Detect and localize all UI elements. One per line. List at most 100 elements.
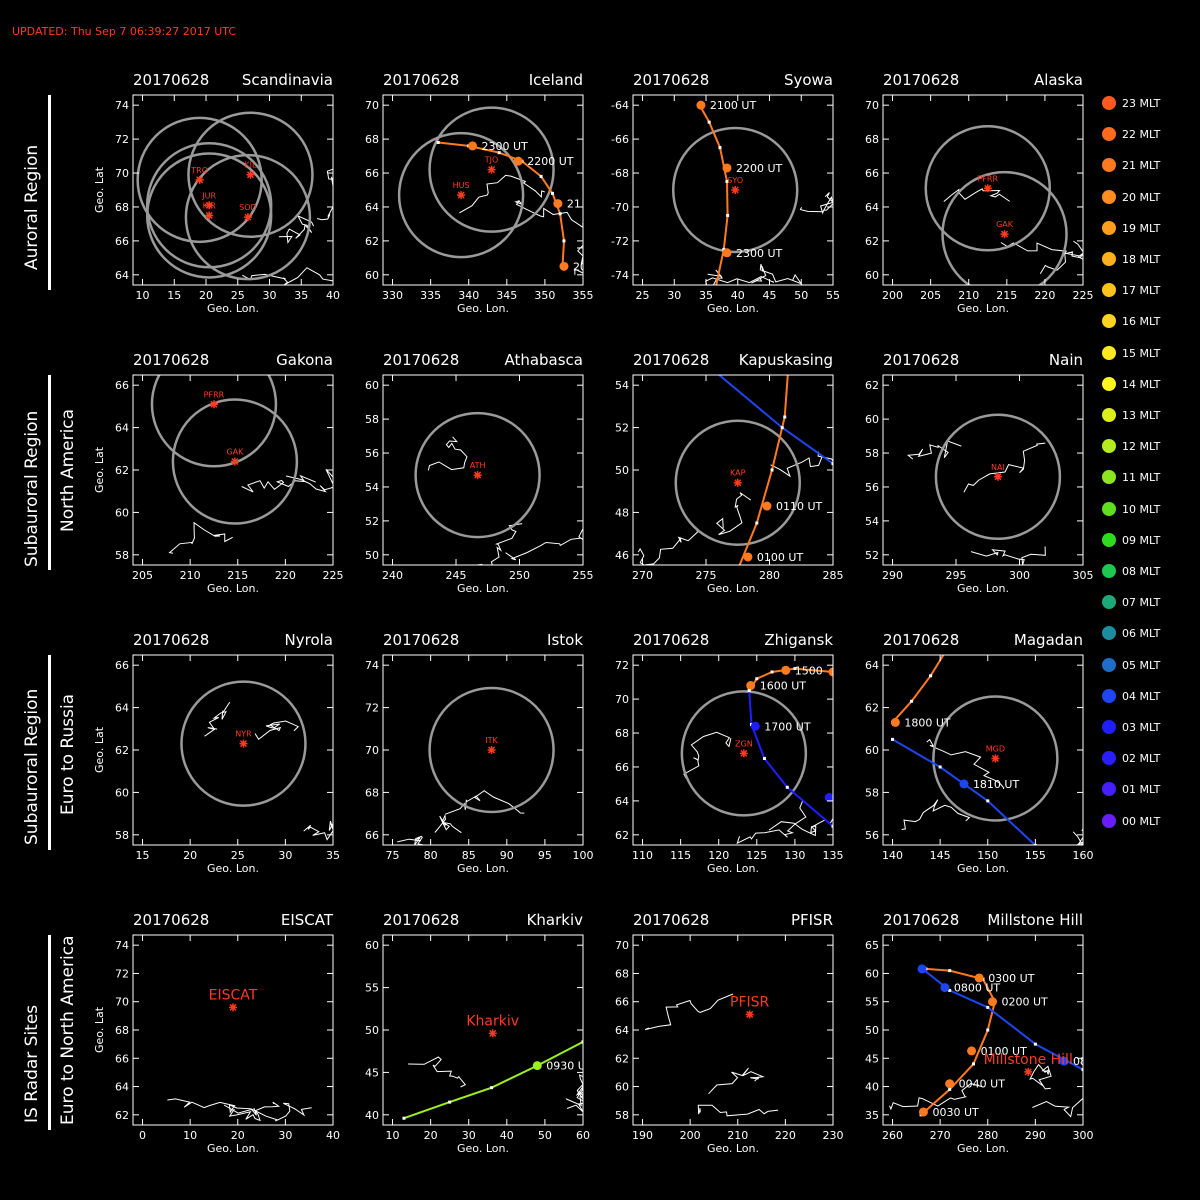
y-tick-label: 66	[365, 167, 379, 180]
track-tick	[831, 824, 833, 828]
coastline	[770, 451, 833, 478]
y-tick-label: 60	[865, 744, 879, 757]
track-marker	[532, 1061, 542, 1071]
track-time-label: 202	[573, 260, 594, 273]
x-tick-label: 40	[500, 1129, 514, 1142]
coastline	[963, 442, 1046, 493]
coastline	[926, 738, 1005, 790]
site-label: PFISR	[730, 994, 770, 1010]
panel-site-name: Gakona	[276, 351, 333, 369]
track-marker	[967, 1046, 977, 1056]
legend-color-dot	[1102, 189, 1116, 204]
panel-plot-area: ATH	[414, 411, 583, 565]
x-tick-label: 345	[496, 289, 517, 302]
panel-plot-area: NYR	[180, 680, 333, 841]
track-time-label: 2200 UT	[736, 162, 783, 175]
y-axis-title: Geo. Lat	[93, 446, 106, 493]
y-tick-label: 66	[865, 167, 879, 180]
x-tick-label: 205	[132, 569, 153, 582]
x-axis-title: Geo. Lon.	[957, 862, 1009, 875]
x-tick-label: 35	[699, 289, 713, 302]
panel-site-name: Syowa	[784, 71, 833, 89]
x-tick-label: 35	[294, 289, 308, 302]
x-tick-label: 95	[538, 849, 552, 862]
coastline	[476, 523, 523, 565]
y-tick-label: 68	[115, 1024, 129, 1037]
x-tick-label: 225	[1073, 289, 1094, 302]
panel-frame	[882, 94, 1084, 286]
x-tick-label: 50	[538, 1129, 552, 1142]
legend-label: 13 MLT	[1122, 409, 1161, 422]
coastline	[644, 993, 734, 1031]
site-marker	[739, 749, 748, 758]
legend-label: 16 MLT	[1122, 315, 1161, 329]
site-label: MGD	[986, 744, 1005, 753]
y-tick-label: 70	[615, 939, 629, 952]
legend-color-dot	[1102, 439, 1116, 454]
track-marker	[917, 964, 927, 974]
panel-frame	[882, 654, 1084, 846]
x-tick-label: 20	[199, 289, 213, 302]
y-tick-label: 70	[865, 99, 879, 112]
panel-frame	[632, 654, 834, 846]
legend-color-dot	[1102, 751, 1116, 766]
panel-date: 20170628	[633, 71, 709, 89]
x-tick-label: 30	[462, 1129, 476, 1142]
x-axis-title: Geo. Lon.	[457, 1142, 509, 1155]
site-marker	[1000, 230, 1009, 239]
y-tick-label: 64	[115, 269, 129, 282]
coastline	[943, 188, 1010, 202]
coastline	[637, 524, 699, 565]
track-marker	[553, 199, 563, 209]
x-tick-label: 145	[930, 849, 951, 862]
panel-date: 20170628	[133, 71, 209, 89]
y-tick-label: 64	[365, 201, 379, 214]
satellite-track	[403, 1041, 583, 1120]
track-tick	[780, 426, 784, 430]
track-time-label: 1810 UT	[973, 778, 1020, 791]
legend-color-dot	[1102, 220, 1116, 235]
track-tick	[891, 737, 895, 741]
coastline	[889, 1083, 984, 1111]
track-tick	[938, 765, 942, 769]
site-marker	[229, 1003, 237, 1012]
map-panel: 20170628 Gakona PFRR GAK 205 210 215 220 225 58 60…	[93, 351, 344, 595]
track-marker	[696, 100, 706, 110]
legend-label: 20 MLT	[1122, 190, 1161, 204]
site-marker	[733, 478, 742, 487]
coastline	[278, 214, 315, 244]
y-tick-label: 62	[365, 235, 379, 248]
field-of-view-circle	[671, 126, 799, 254]
x-tick-label: 355	[573, 289, 594, 302]
site-marker	[983, 184, 992, 193]
coastline	[228, 1101, 281, 1122]
site-marker	[195, 175, 204, 184]
panel-date: 20170628	[383, 631, 459, 649]
y-tick-label: 35	[865, 1109, 879, 1122]
y-tick-label: 72	[615, 659, 629, 672]
x-tick-label: 210	[180, 569, 201, 582]
x-tick-label: 330	[382, 289, 403, 302]
x-tick-label: 275	[696, 569, 717, 582]
y-tick-label: 66	[115, 235, 129, 248]
x-tick-label: 120	[708, 849, 729, 862]
x-axis-title: Geo. Lon.	[957, 1142, 1009, 1155]
y-tick-label: 66	[115, 659, 129, 672]
track-tick	[986, 799, 990, 803]
x-tick-label: 20	[424, 1129, 438, 1142]
x-tick-label: 270	[930, 1129, 951, 1142]
panel-plot-area: PFISR	[644, 993, 779, 1117]
x-axis-title: Geo. Lon.	[457, 582, 509, 595]
y-tick-label: 62	[615, 829, 629, 842]
coastline	[242, 267, 333, 285]
legend-label: 15 MLT	[1122, 346, 1161, 360]
x-tick-label: 45	[763, 289, 777, 302]
track-tick	[755, 677, 759, 681]
site-marker	[487, 165, 496, 174]
site-label: ITK	[485, 736, 498, 745]
track-tick	[725, 180, 729, 184]
y-tick-label: 64	[865, 201, 879, 214]
coastline	[1029, 1063, 1052, 1090]
x-tick-label: 50	[794, 289, 808, 302]
